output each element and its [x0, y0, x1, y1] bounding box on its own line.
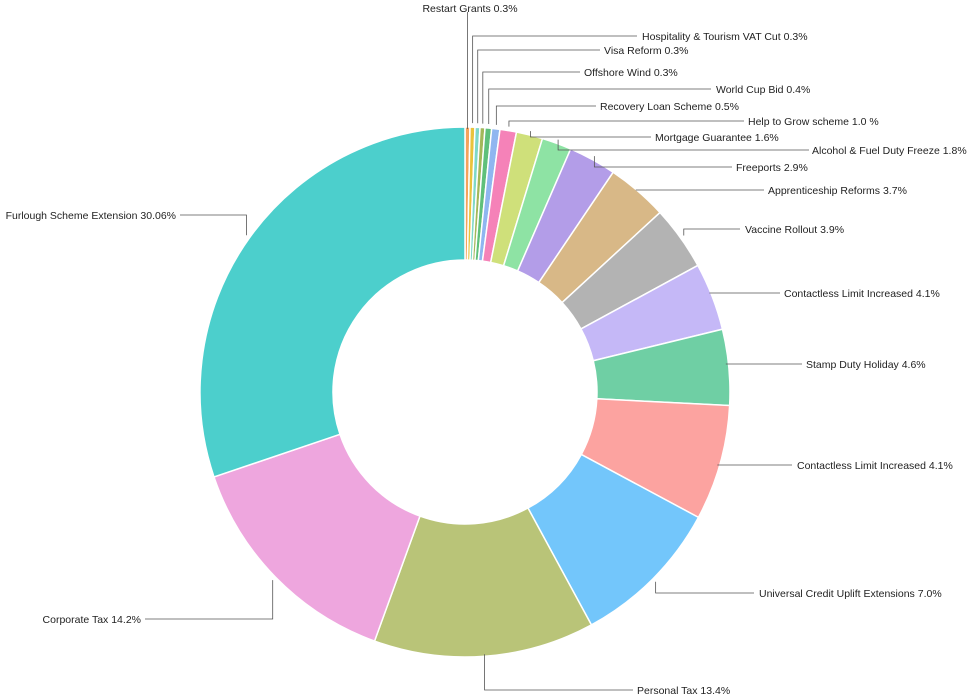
slice-label-8: Alcohol & Fuel Duty Freeze 1.8% [812, 145, 967, 157]
slice-label-7: Mortgage Guarantee 1.6% [655, 132, 779, 144]
slice-label-4: World Cup Bid 0.4% [716, 84, 810, 96]
leader-line-17 [145, 580, 274, 620]
leader-line-3 [482, 71, 580, 124]
slice-label-5: Recovery Loan Scheme 0.5% [600, 101, 739, 113]
slice-18 [199, 126, 466, 478]
slice-label-17: Corporate Tax 14.2% [43, 614, 141, 626]
leader-line-6 [508, 120, 744, 127]
leader-line-16 [484, 654, 633, 691]
leader-line-5 [495, 105, 596, 125]
leader-line-9 [593, 156, 732, 168]
slice-label-16: Personal Tax 13.4% [637, 685, 730, 697]
leader-line-15 [655, 581, 754, 594]
slice-label-1: Hospitality & Tourism VAT Cut 0.3% [642, 31, 808, 43]
slices-group [199, 126, 731, 658]
labels-group: Restart Grants 0.3% Hospitality & Tourism… [6, 3, 967, 697]
slice-17 [213, 433, 421, 643]
leader-line-11 [683, 228, 740, 236]
slice-label-15: Universal Credit Uplift Extensions 7.0% [759, 588, 942, 600]
slice-label-18: Furlough Scheme Extension 30.06% [6, 210, 176, 222]
leader-line-4 [488, 88, 711, 125]
slice-label-13: Stamp Duty Holiday 4.6% [806, 359, 926, 371]
slice-label-12: Contactless Limit Increased 4.1% [784, 288, 940, 300]
slice-label-14: Contactless Limit Increased 4.1% [797, 460, 953, 472]
leader-line-7 [530, 131, 651, 138]
slice-16 [373, 506, 593, 658]
slice-label-11: Vaccine Rollout 3.9% [745, 224, 844, 236]
leader-line-18 [180, 214, 247, 236]
slice-label-2: Visa Reform 0.3% [604, 45, 688, 57]
slice-label-10: Apprenticeship Reforms 3.7% [768, 185, 907, 197]
leader-line-1 [472, 35, 637, 124]
slice-label-0: Restart Grants 0.3% [422, 3, 517, 15]
leader-line-8 [557, 139, 809, 151]
leader-line-2 [477, 49, 600, 124]
slice-label-3: Offshore Wind 0.3% [584, 67, 678, 79]
leader-lines-group [145, 12, 809, 691]
slice-label-6: Help to Grow scheme 1.0 % [748, 116, 879, 128]
slice-label-9: Freeports 2.9% [736, 162, 808, 174]
